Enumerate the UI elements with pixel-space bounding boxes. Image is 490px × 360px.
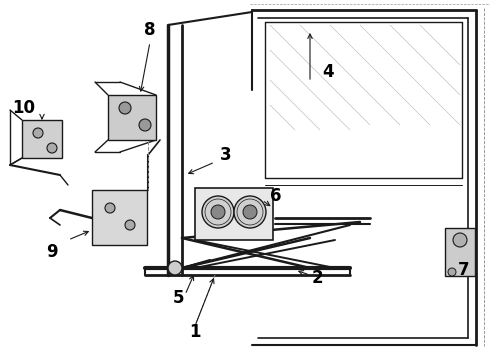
Text: 9: 9 — [46, 243, 58, 261]
Bar — [445, 228, 475, 276]
Circle shape — [119, 102, 131, 114]
Text: 10: 10 — [12, 99, 35, 117]
Circle shape — [234, 196, 266, 228]
Text: 4: 4 — [322, 63, 334, 81]
Bar — [22, 120, 62, 158]
Circle shape — [168, 261, 182, 275]
Bar — [195, 188, 273, 240]
Circle shape — [139, 119, 151, 131]
Text: 6: 6 — [270, 187, 281, 205]
Circle shape — [243, 205, 257, 219]
Circle shape — [47, 143, 57, 153]
Bar — [92, 190, 147, 245]
Circle shape — [202, 196, 234, 228]
Circle shape — [125, 220, 135, 230]
Circle shape — [105, 203, 115, 213]
Circle shape — [33, 128, 43, 138]
Circle shape — [211, 205, 225, 219]
Text: 2: 2 — [312, 269, 323, 287]
Text: 7: 7 — [458, 261, 469, 279]
Text: 1: 1 — [189, 323, 201, 341]
Text: 8: 8 — [144, 21, 156, 39]
Text: 3: 3 — [220, 146, 232, 164]
Circle shape — [453, 233, 467, 247]
Circle shape — [448, 268, 456, 276]
Bar — [108, 95, 156, 140]
Text: 5: 5 — [173, 289, 185, 307]
